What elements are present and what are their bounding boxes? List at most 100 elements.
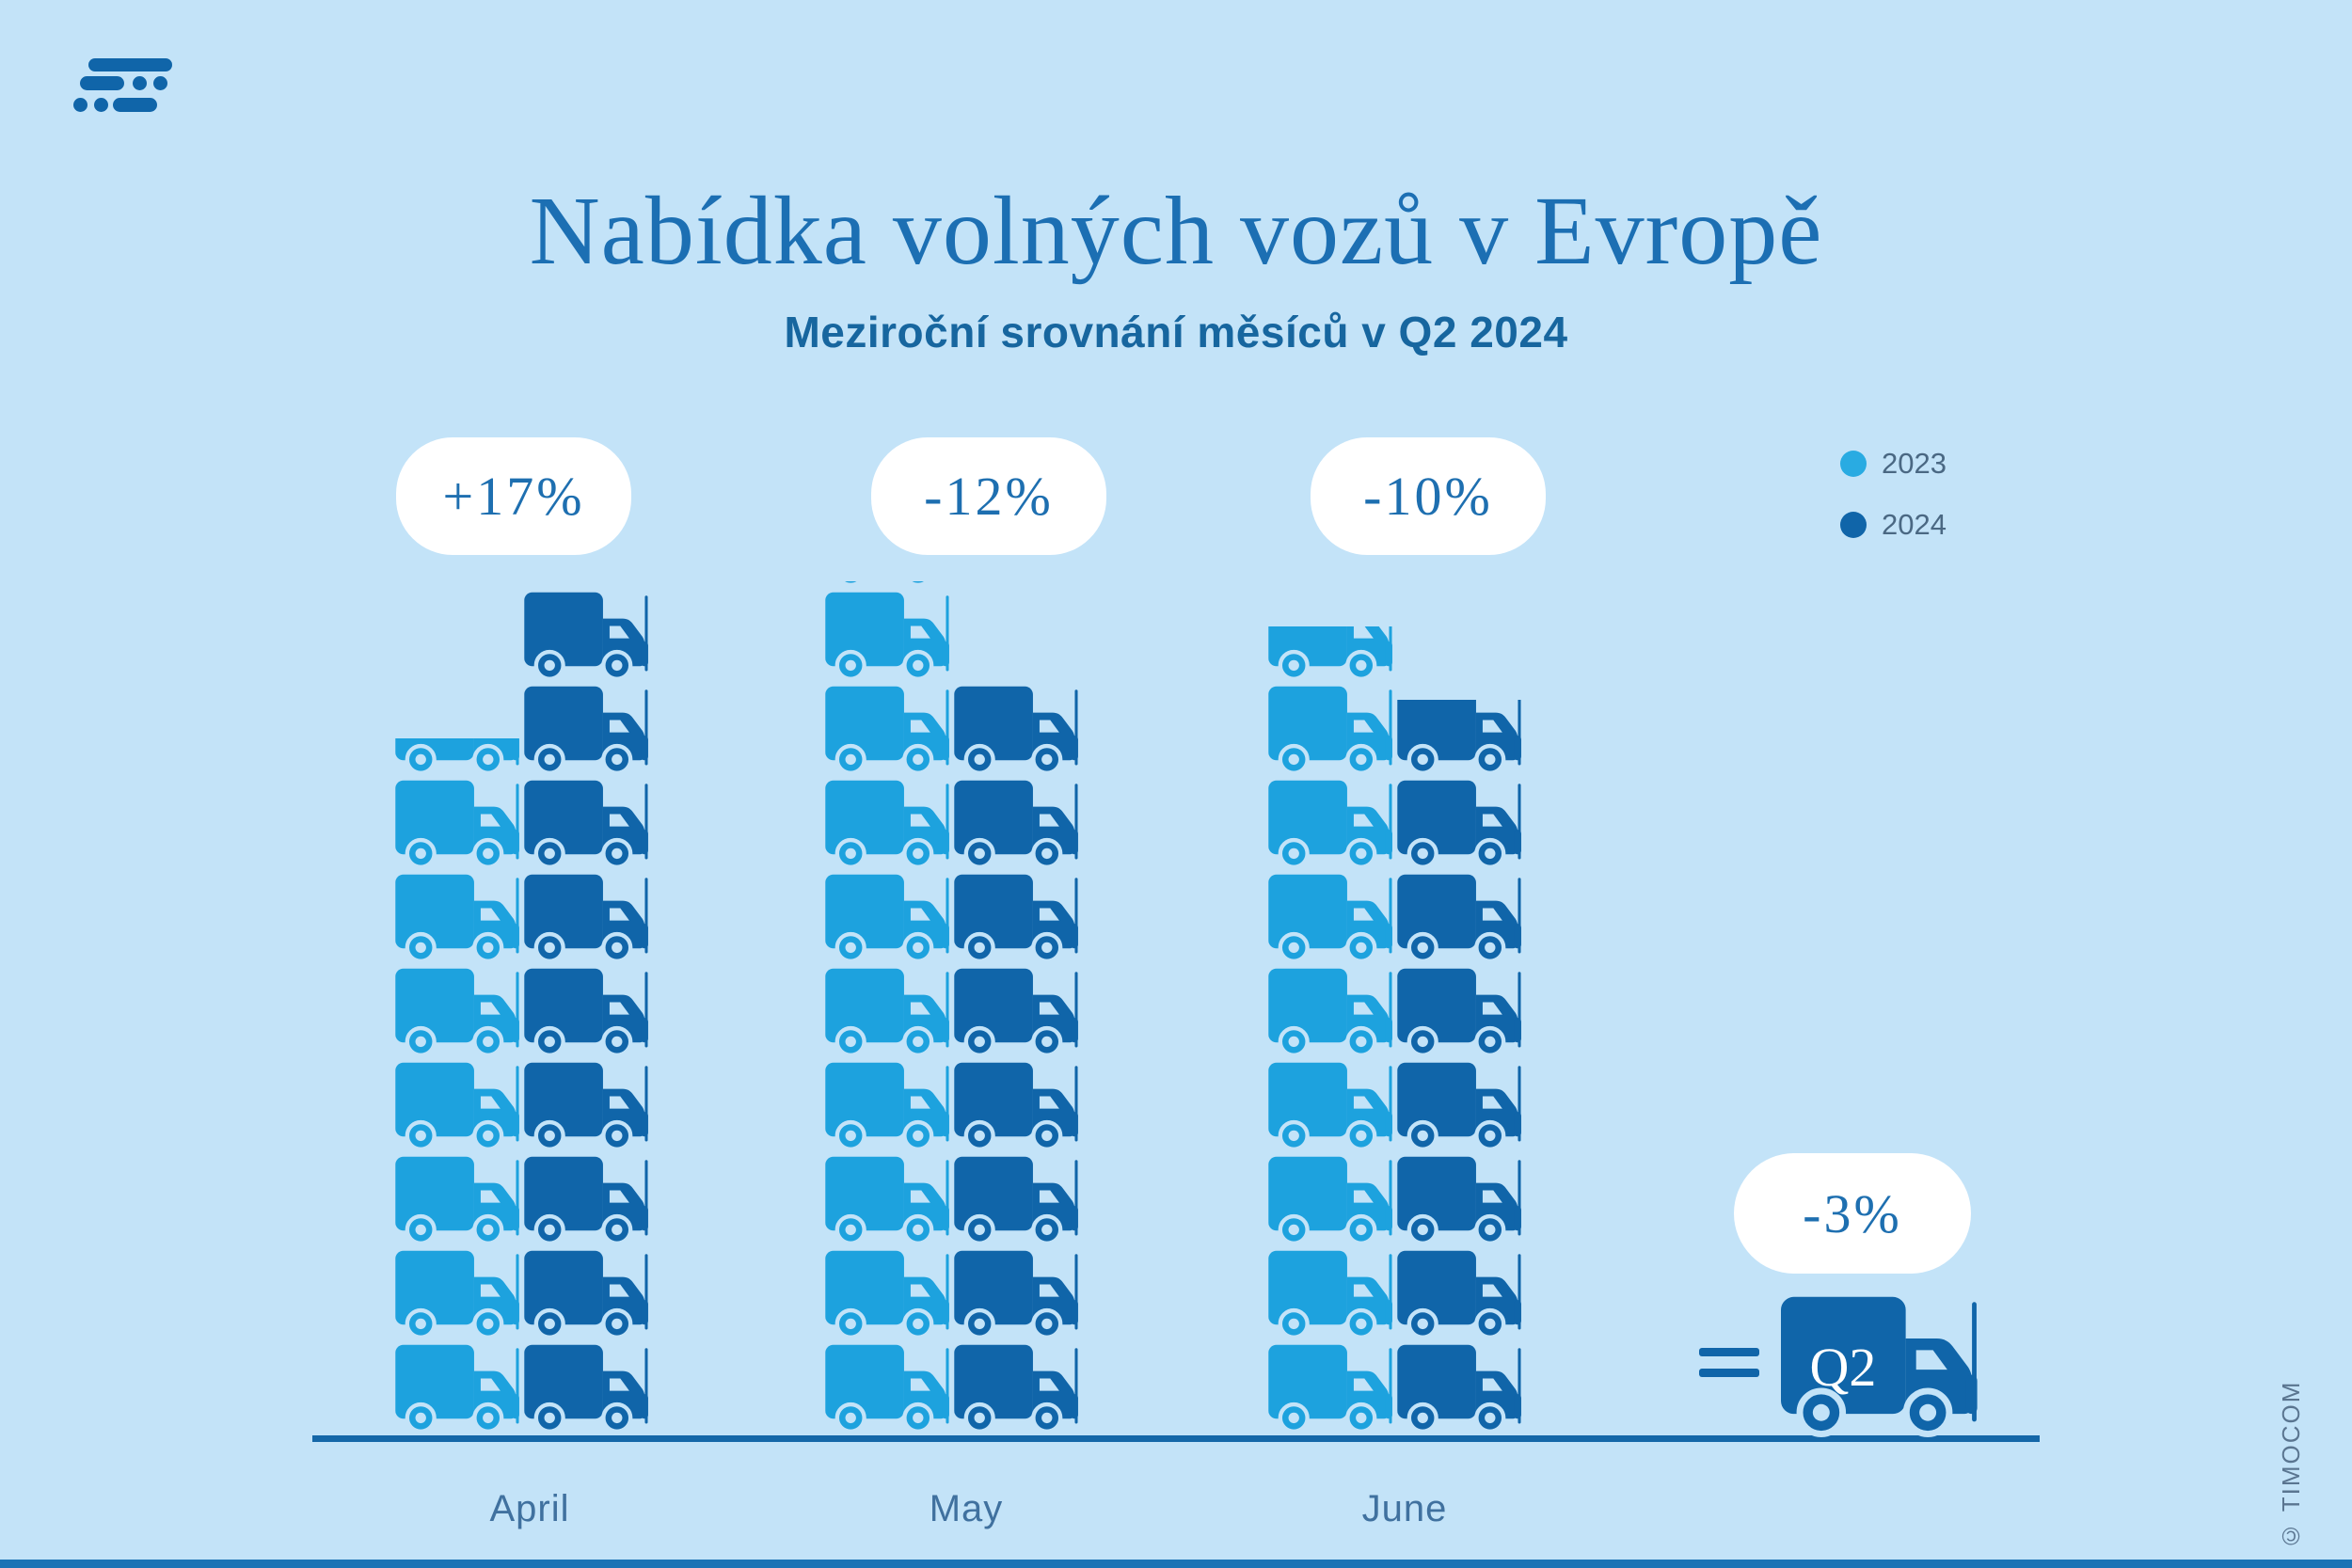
- truck-cell: [954, 1343, 1079, 1433]
- truck-icon-2023: [1268, 1249, 1393, 1339]
- truck-cell: [395, 1343, 520, 1433]
- change-value: -3%: [1803, 1182, 1902, 1244]
- truck-cell: [954, 873, 1079, 963]
- truck-icon-2024: [1397, 1249, 1522, 1339]
- truck-cell: [524, 967, 649, 1057]
- truck-cell: [395, 967, 520, 1057]
- truck-cell: [825, 967, 950, 1057]
- truck-cell: [954, 1249, 1079, 1339]
- truck-icon-2024: [1397, 873, 1522, 963]
- truck-cell: [1268, 1155, 1393, 1245]
- truck-icon-2023: [395, 779, 520, 869]
- truck-icon-2023: [395, 1061, 520, 1151]
- truck-cell: [954, 1061, 1079, 1151]
- truck-icon-2023: [825, 779, 950, 869]
- truck-icon-2023: [395, 738, 520, 775]
- truck-icon-2024: [524, 873, 649, 963]
- truck-cell: [395, 1155, 520, 1245]
- truck-icon-2024: [1397, 1155, 1522, 1245]
- truck-cell: [825, 1061, 950, 1151]
- truck-icon-2024: [954, 685, 1079, 775]
- truck-icon-2023: [1268, 1061, 1393, 1151]
- equals-icon: [1699, 1348, 1759, 1356]
- truck-icon-2024: [524, 685, 649, 775]
- truck-stack-june-2023: [1268, 623, 1393, 1437]
- q2-truck-label: Q2: [1809, 1337, 1877, 1398]
- truck-icon-2024: [524, 1061, 649, 1151]
- truck-cell: [825, 873, 950, 963]
- truck-icon-2023: [1268, 626, 1393, 681]
- truck-icon-2023: [825, 1343, 950, 1433]
- truck-cell: [395, 779, 520, 869]
- change-bubble-april: +17%: [396, 437, 631, 555]
- truck-icon-2024: [954, 677, 1079, 681]
- truck-cell: [1397, 873, 1522, 963]
- truck-icon-2023: [825, 967, 950, 1057]
- logo-bar: [88, 58, 172, 71]
- truck-cell: [1397, 967, 1522, 1057]
- truck-icon-2023: [825, 873, 950, 963]
- truck-cell: [825, 1249, 950, 1339]
- truck-cell: [1268, 779, 1393, 869]
- legend-dot-2023: [1840, 451, 1867, 477]
- truck-icon-2023: [1268, 1155, 1393, 1245]
- truck-icon-2023: [395, 1343, 520, 1433]
- logo-bar: [113, 98, 157, 112]
- truck-cell: [524, 873, 649, 963]
- truck-stack-may-2024: [954, 673, 1079, 1437]
- truck-icon-2023: [1268, 1343, 1393, 1433]
- partial-truck: [1268, 626, 1393, 685]
- logo-dot: [133, 76, 147, 90]
- truck-cell: [1397, 1249, 1522, 1339]
- truck-cell: [954, 967, 1079, 1057]
- truck-icon-2024: [524, 1249, 649, 1339]
- truck-cell: [524, 779, 649, 869]
- truck-cell: [825, 685, 950, 775]
- truck-icon-2023: [395, 1155, 520, 1245]
- partial-truck: [825, 581, 950, 591]
- copyright-text: © TIMOCOM: [2277, 1380, 2305, 1550]
- truck-icon-2023: [395, 1249, 520, 1339]
- truck-icon-2024: [954, 1343, 1079, 1433]
- truck-stack-june-2024: [1397, 696, 1522, 1437]
- change-value: +17%: [442, 466, 585, 527]
- truck-icon-2024: [1397, 779, 1522, 869]
- truck-icon-2024: [954, 1249, 1079, 1339]
- truck-icon-2024: [1397, 1061, 1522, 1151]
- truck-cell: [524, 1061, 649, 1151]
- truck-cell: [1397, 1343, 1522, 1433]
- change-bubble-june: -10%: [1311, 437, 1546, 555]
- logo-dot: [94, 98, 108, 112]
- truck-cell: [395, 1249, 520, 1339]
- legend-dot-2024: [1840, 512, 1867, 538]
- truck-icon-2024: [524, 1155, 649, 1245]
- legend-item-2023: 2023: [1840, 447, 1947, 480]
- truck-cell: [954, 779, 1079, 869]
- timocom-logo: [73, 58, 177, 115]
- truck-icon-2024: [524, 591, 649, 681]
- truck-cell: [825, 591, 950, 681]
- truck-icon-2024: [524, 779, 649, 869]
- truck-icon-2023: [1268, 967, 1393, 1057]
- truck-cell: [1268, 1343, 1393, 1433]
- truck-cell: [524, 1249, 649, 1339]
- logo-dot: [73, 98, 87, 112]
- change-bubble-may: -12%: [871, 437, 1106, 555]
- truck-icon-2023: [825, 1061, 950, 1151]
- truck-cell: [1268, 873, 1393, 963]
- truck-stack-may-2023: [825, 578, 950, 1437]
- truck-icon-2023: [825, 1155, 950, 1245]
- truck-cell: [524, 1343, 649, 1433]
- page-subtitle: Meziroční srovnání měsíců v Q2 2024: [784, 308, 1568, 356]
- logo-bar: [80, 76, 124, 90]
- truck-icon-2023: [825, 581, 950, 587]
- truck-icon-2024: [954, 1061, 1079, 1151]
- truck-icon-2024: [1397, 1343, 1522, 1433]
- x-axis-label-april: April: [489, 1488, 570, 1529]
- page-title: Nabídka volných vozů v Evropě: [529, 177, 1823, 285]
- truck-cell: [1268, 1061, 1393, 1151]
- truck-cell: [1397, 1061, 1522, 1151]
- truck-cell: [395, 873, 520, 963]
- legend-item-2024: 2024: [1840, 508, 1947, 541]
